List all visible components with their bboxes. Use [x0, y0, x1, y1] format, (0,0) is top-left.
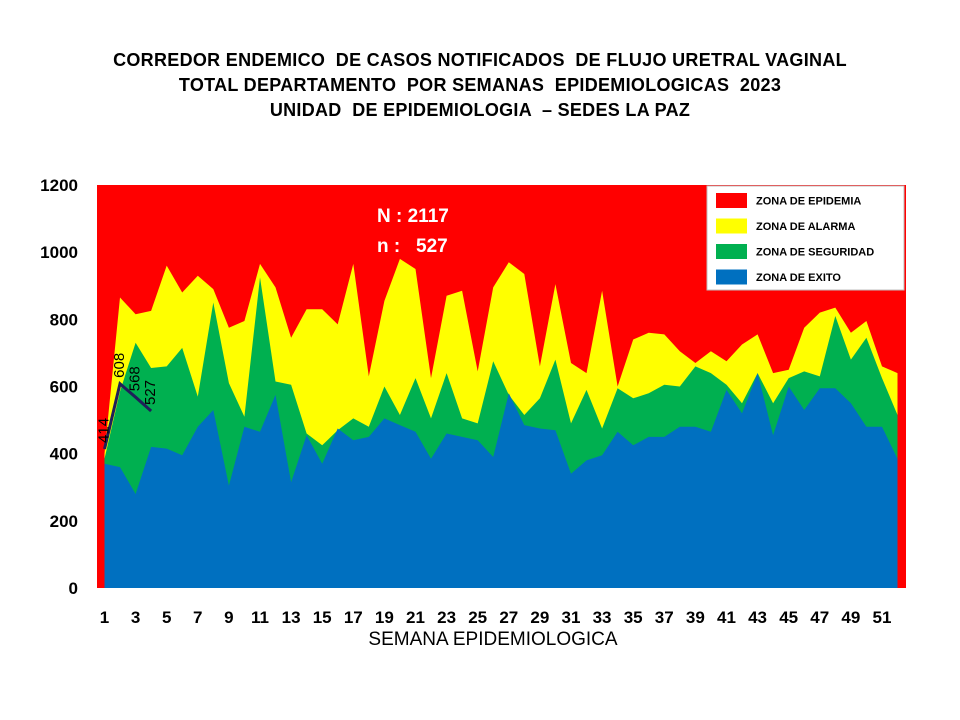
current-year-polyline	[103, 381, 153, 450]
x-tick-label: 33	[593, 608, 612, 627]
x-tick-label: 51	[872, 608, 891, 627]
y-tick-label: 1200	[40, 176, 78, 195]
y-tick-label: 600	[50, 378, 78, 397]
legend-swatch	[716, 269, 747, 285]
x-tick-label: 39	[686, 608, 705, 627]
total-cases-N: N : 2117	[377, 206, 449, 227]
x-tick-label: 21	[406, 608, 425, 627]
legend-label: ZONA DE ALARMA	[756, 221, 855, 233]
x-tick-label: 45	[779, 608, 798, 627]
x-tick-label: 1	[100, 608, 109, 627]
x-tick-label: 43	[748, 608, 767, 627]
title-line-3: UNIDAD DE EPIDEMIOLOGIA – SEDES LA PAZ	[269, 100, 691, 120]
x-tick-label: 17	[344, 608, 363, 627]
x-tick-label: 49	[841, 608, 860, 627]
x-tick-label: 9	[224, 608, 233, 627]
y-tick-label: 0	[69, 579, 78, 598]
x-tick-label: 23	[437, 608, 456, 627]
y-axis: 0 200 400 600 800 1000 1200	[40, 176, 78, 598]
x-tick-label: 19	[375, 608, 394, 627]
x-tick-label: 7	[193, 608, 202, 627]
series-area-3	[104, 373, 898, 588]
legend-swatch	[716, 244, 747, 259]
legend-swatch	[716, 193, 747, 208]
x-tick-label: 15	[313, 608, 332, 627]
y-tick-label: 400	[50, 445, 78, 464]
title-line-1: CORREDOR ENDEMICO DE CASOS NOTIFICADOS D…	[113, 50, 847, 70]
x-axis-label: SEMANA EPIDEMIOLOGICA	[368, 629, 617, 650]
x-tick-label: 29	[530, 608, 549, 627]
y-tick-label: 1000	[40, 243, 78, 262]
legend: ZONA DE EPIDEMIA ZONA DE ALARMA ZONA DE SE…	[706, 185, 905, 291]
current-year-value-label: 527	[142, 380, 159, 405]
x-tick-label: 11	[251, 608, 269, 627]
plot-area	[97, 185, 906, 588]
x-tick-label: 3	[131, 608, 140, 627]
current-year-value-label: 608	[111, 353, 128, 378]
x-tick-label: 13	[282, 608, 301, 627]
current-cases-n: n : 527	[377, 236, 448, 257]
title-line-2: TOTAL DEPARTAMENTO POR SEMANAS EPIDEMIOL…	[178, 75, 782, 95]
current-year-value-label: 568	[127, 366, 144, 391]
y-tick-label: 200	[50, 512, 78, 531]
x-tick-label: 27	[499, 608, 518, 627]
x-tick-label: 5	[162, 608, 171, 627]
x-tick-label: 37	[655, 608, 674, 627]
x-tick-label: 31	[562, 608, 581, 627]
legend-label: ZONA DE EXITO	[756, 272, 841, 284]
legend-swatch	[716, 218, 747, 234]
current-year-value-label: 414	[96, 418, 113, 443]
y-tick-label: 800	[50, 310, 78, 329]
x-tick-label: 25	[468, 608, 487, 627]
legend-label: ZONA DE SEGURIDAD	[756, 247, 874, 259]
x-tick-label: 47	[810, 608, 829, 627]
x-tick-label: 41	[717, 608, 736, 627]
x-axis: 1 3 5 7 9 11 13 15 17 19 21 23 25 27 29 31 33 35 37 39 41 43 4…	[100, 608, 892, 627]
x-tick-label: 35	[624, 608, 643, 627]
legend-label: ZONA DE EPIDEMIA	[756, 196, 861, 208]
chart-title: CORREDOR ENDEMICO DE CASOS NOTIFICADOS D…	[0, 48, 960, 123]
